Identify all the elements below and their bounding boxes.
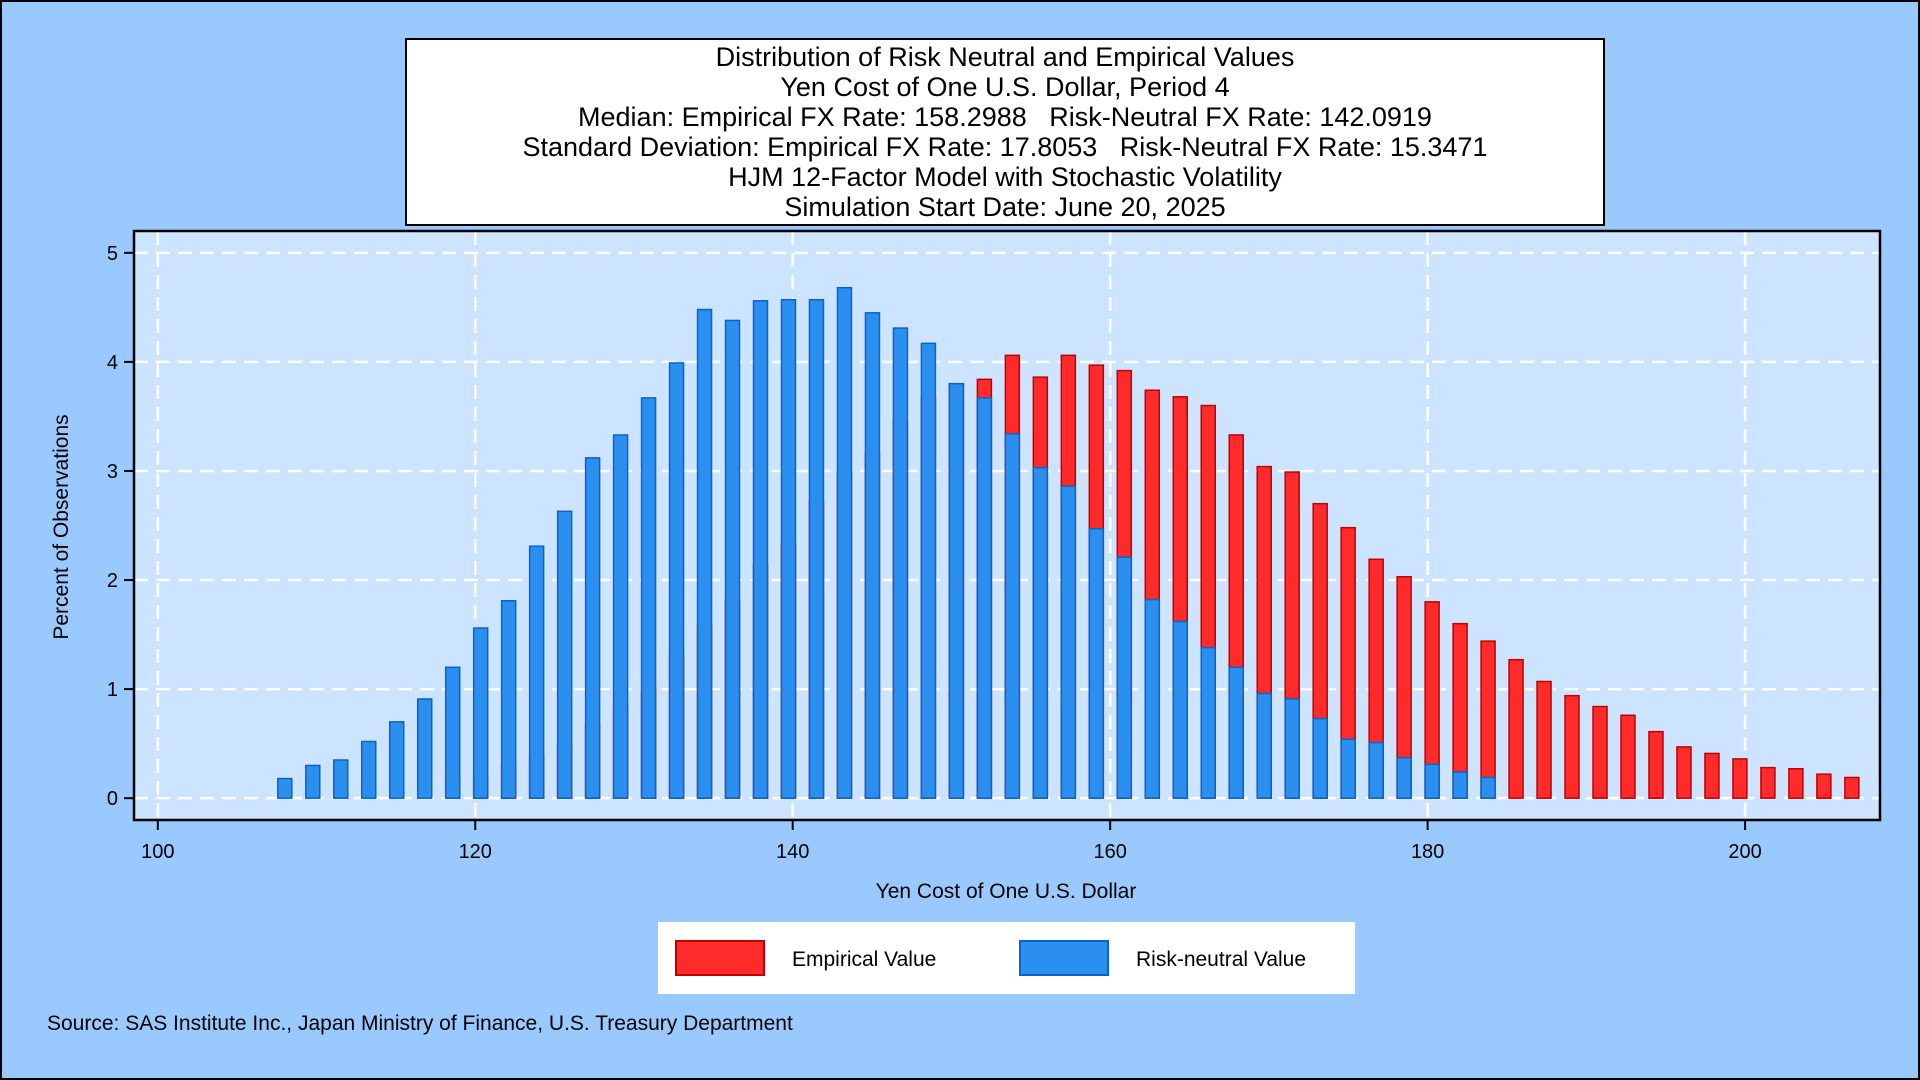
bar-risk-neutral xyxy=(528,545,545,799)
bar-risk-neutral xyxy=(1004,433,1021,799)
bar-risk-neutral xyxy=(1256,692,1272,799)
y-tick-label: 5 xyxy=(107,243,118,265)
bar-risk-neutral xyxy=(976,397,993,799)
bar-empirical xyxy=(1704,752,1720,799)
bar-risk-neutral xyxy=(1060,485,1077,799)
bar-risk-neutral xyxy=(556,510,573,799)
chart-title: Distribution of Risk Neutral and Empiric… xyxy=(715,42,1295,72)
y-tick-label: 3 xyxy=(107,461,118,483)
x-axis-label: Yen Cost of One U.S. Dollar xyxy=(876,880,1137,903)
bar-risk-neutral xyxy=(920,342,937,799)
bar-empirical xyxy=(1564,694,1580,799)
start-date-line: Simulation Start Date: June 20, 2025 xyxy=(784,192,1226,222)
x-tick-label: 160 xyxy=(1093,841,1126,863)
bar-risk-neutral xyxy=(1200,646,1216,799)
bar-risk-neutral xyxy=(1452,771,1468,799)
bar-risk-neutral xyxy=(808,298,825,799)
model-line: HJM 12-Factor Model with Stochastic Vola… xyxy=(728,162,1282,192)
bar-risk-neutral xyxy=(472,627,489,799)
bar-empirical xyxy=(1592,705,1608,799)
bar-risk-neutral xyxy=(668,362,685,799)
bar-risk-neutral xyxy=(500,600,517,799)
y-tick-label: 0 xyxy=(107,788,118,810)
bars xyxy=(277,286,1860,799)
bar-empirical xyxy=(1508,658,1524,799)
bar-risk-neutral xyxy=(1116,556,1133,799)
bar-risk-neutral xyxy=(948,382,965,799)
chart-title-box: Distribution of Risk Neutral and Empiric… xyxy=(405,38,1605,226)
bar-empirical xyxy=(1732,758,1748,799)
legend-label-risk-neutral: Risk-neutral Value xyxy=(1136,948,1307,971)
plot-border xyxy=(132,229,1882,822)
bar-empirical xyxy=(1844,776,1860,799)
bar-risk-neutral xyxy=(1312,717,1328,799)
bar-risk-neutral xyxy=(724,319,741,799)
bar-risk-neutral xyxy=(1480,776,1496,799)
bar-risk-neutral xyxy=(612,434,629,799)
bar-risk-neutral xyxy=(444,666,461,799)
y-axis-label: Percent of Observations xyxy=(50,414,73,639)
legend-swatch-risk-neutral xyxy=(1019,940,1109,976)
bar-empirical xyxy=(1480,640,1496,799)
bar-risk-neutral xyxy=(1396,757,1412,799)
bar-empirical xyxy=(1760,766,1776,799)
bar-risk-neutral xyxy=(640,397,657,799)
bar-risk-neutral xyxy=(333,759,349,799)
y-tick-label: 4 xyxy=(107,352,118,374)
bar-risk-neutral xyxy=(1228,666,1244,799)
x-tick-label: 120 xyxy=(459,841,492,863)
bar-risk-neutral xyxy=(864,312,881,799)
axes: 0 1 2 3 4 5 100 120 140 160 180 200 xyxy=(107,243,1762,863)
bar-risk-neutral xyxy=(892,327,909,799)
bar-empirical xyxy=(1676,746,1692,799)
bar-risk-neutral xyxy=(277,777,293,799)
y-tick-label: 1 xyxy=(107,679,118,701)
bar-empirical xyxy=(1816,773,1832,799)
source-note: Source: SAS Institute Inc., Japan Minist… xyxy=(47,1012,793,1035)
bar-risk-neutral xyxy=(1368,741,1384,799)
bar-empirical xyxy=(1788,767,1804,799)
bar-risk-neutral xyxy=(1284,698,1300,799)
bar-risk-neutral xyxy=(1340,738,1356,799)
median-line: Median: Empirical FX Rate: 158.2988 Risk… xyxy=(578,102,1432,132)
bar-risk-neutral xyxy=(1088,528,1105,799)
x-tick-label: 100 xyxy=(141,841,174,863)
x-tick-label: 200 xyxy=(1728,841,1761,863)
bar-risk-neutral xyxy=(1172,620,1189,799)
bar-risk-neutral xyxy=(1032,466,1049,799)
bar-risk-neutral xyxy=(780,298,797,799)
bar-empirical xyxy=(1620,714,1636,799)
y-tick-label: 2 xyxy=(107,570,118,592)
bar-risk-neutral xyxy=(584,457,601,799)
bar-risk-neutral xyxy=(361,740,377,799)
x-tick-label: 140 xyxy=(776,841,809,863)
bar-empirical xyxy=(1536,680,1552,799)
legend: Empirical Value Risk-neutral Value xyxy=(658,922,1355,994)
x-tick-label: 180 xyxy=(1411,841,1444,863)
bar-risk-neutral xyxy=(1424,763,1440,799)
bar-risk-neutral xyxy=(388,721,405,799)
bar-risk-neutral xyxy=(836,286,853,799)
bar-risk-neutral xyxy=(416,698,433,799)
legend-swatch-empirical xyxy=(675,940,765,976)
bar-risk-neutral xyxy=(696,308,713,799)
bar-risk-neutral xyxy=(1144,598,1161,799)
legend-label-empirical: Empirical Value xyxy=(792,948,937,971)
bar-risk-neutral xyxy=(752,300,769,799)
bar-empirical xyxy=(1648,730,1664,799)
bar-risk-neutral xyxy=(305,764,321,799)
chart-subtitle: Yen Cost of One U.S. Dollar, Period 4 xyxy=(780,72,1230,102)
std-dev-line: Standard Deviation: Empirical FX Rate: 1… xyxy=(522,132,1488,162)
